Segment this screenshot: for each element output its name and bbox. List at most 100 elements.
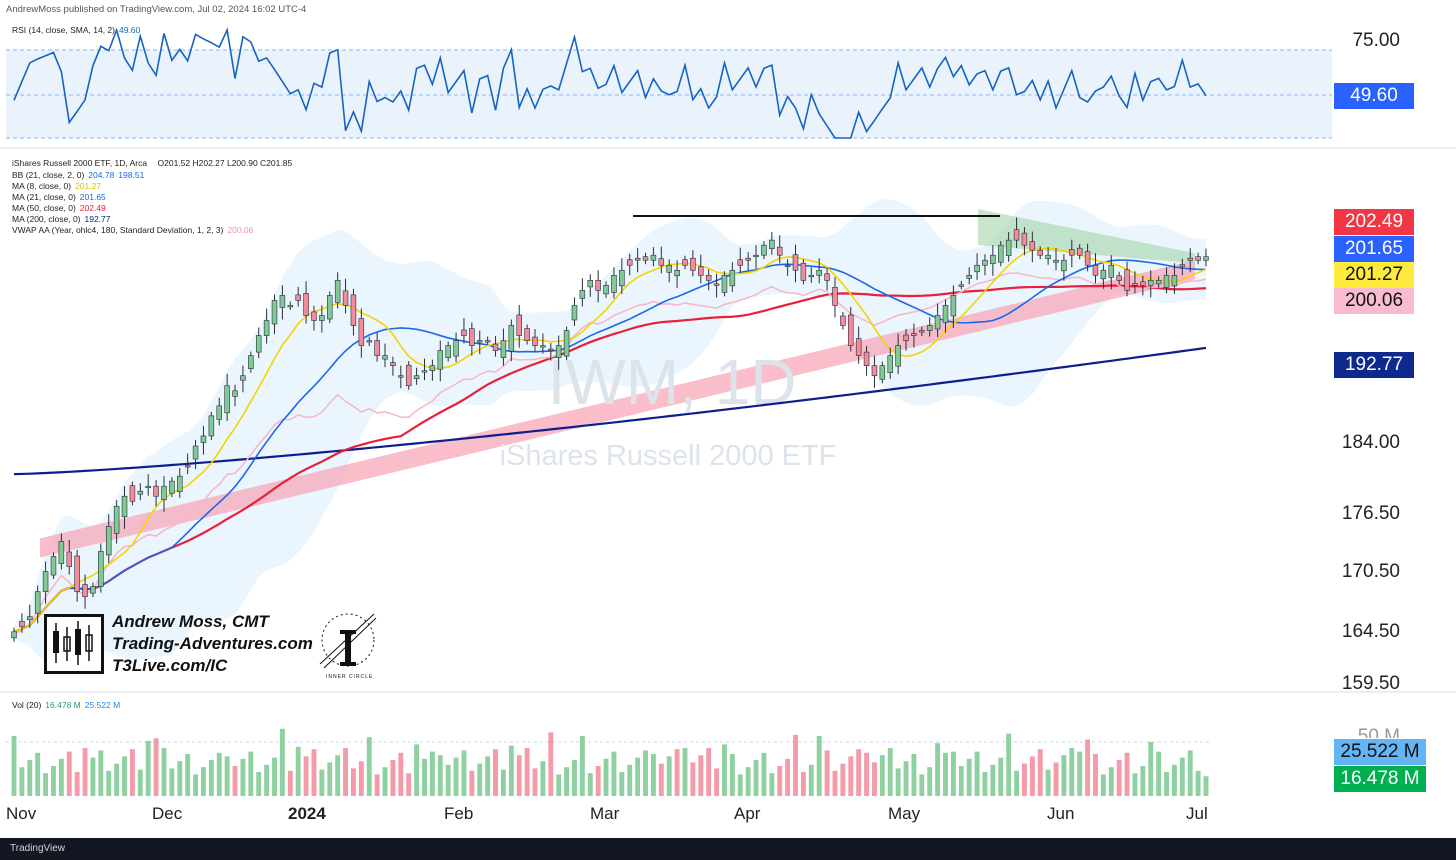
symbol-title: iShares Russell 2000 ETF, 1D, Arca: [12, 158, 148, 168]
volume-avg-value: 25.522 M: [84, 700, 121, 710]
watermark-name: iShares Russell 2000 ETF: [500, 440, 837, 472]
candle-body: [974, 264, 980, 273]
volume-bar: [793, 734, 798, 796]
volume-bar: [1132, 773, 1138, 796]
price-badge-ma8: 201.27: [1334, 262, 1414, 288]
candle-body: [263, 320, 270, 336]
ma8-value: 201.27: [75, 181, 102, 191]
candle-body: [911, 333, 917, 336]
candle-body: [1029, 241, 1036, 251]
vwap-value: 200.06: [227, 225, 254, 235]
price-badge-ma50: 202.49: [1334, 209, 1414, 235]
inner-circle-seal: INNER CIRCLE: [316, 606, 380, 682]
volume-bar: [382, 767, 388, 796]
candle-body: [11, 631, 17, 639]
volume-bar: [990, 764, 996, 796]
price-axis-184: 184.00: [1341, 432, 1400, 453]
x-label-jul: Jul: [1186, 804, 1208, 823]
volume-bar: [816, 736, 822, 796]
price-badge-ma200: 192.77: [1334, 352, 1414, 378]
volume-bar: [800, 772, 806, 796]
volume-bar: [114, 763, 120, 796]
candle-body: [769, 239, 775, 249]
volume-bar: [193, 774, 199, 796]
volume-bar: [477, 763, 483, 796]
volume-bar: [777, 766, 783, 796]
volume-bar: [453, 757, 459, 796]
candle-body: [548, 348, 554, 351]
volume-bar: [350, 768, 356, 796]
candle-body: [666, 264, 672, 273]
candle-body: [492, 343, 499, 351]
candle-body: [1069, 249, 1075, 256]
volume-avg-badge: 25.522 M: [1334, 739, 1426, 765]
ma8-line: [13, 247, 1207, 633]
candle-body: [311, 311, 317, 321]
volume-bar: [1014, 770, 1019, 796]
volume-bar: [572, 760, 577, 796]
candle-body: [445, 345, 451, 358]
x-label-may: May: [888, 804, 921, 823]
volume-bar: [1164, 772, 1169, 796]
volume-bar: [51, 766, 56, 796]
x-label-jun: Jun: [1047, 804, 1075, 823]
volume-bar: [303, 756, 309, 796]
candle-body: [453, 340, 459, 357]
volume-bar: [737, 774, 743, 796]
candle-body: [27, 616, 33, 621]
volume-bar: [848, 756, 854, 796]
price-badge-vwap: 200.06: [1334, 288, 1414, 314]
volume-bar: [232, 766, 238, 796]
price-axis-164: 164.50: [1341, 621, 1400, 642]
ma50-line: [13, 284, 1207, 633]
candle-body: [753, 254, 759, 258]
tradingview-logo-text: TradingView: [10, 843, 66, 854]
chart-canvas[interactable]: IWM, 1D iShares Russell 2000 ETF: [0, 0, 1456, 838]
candle-body: [382, 355, 388, 360]
candle-body: [903, 334, 909, 341]
volume-badge: 16.478 M: [1334, 766, 1426, 792]
ma21-label: MA (21, close, 0): [12, 192, 76, 202]
candle-body: [603, 285, 609, 295]
ohlc-values: O201.52 H202.27 L200.90 C201.85: [157, 158, 293, 168]
volume-bar: [856, 749, 862, 796]
candle-body: [532, 336, 538, 346]
volume-bar: [185, 754, 191, 796]
bb-legend: BB (21, close, 2, 0) 204.78 198.51: [12, 170, 144, 180]
volume-bar: [706, 748, 712, 796]
candle-body: [169, 480, 175, 494]
volume-bar: [872, 762, 877, 796]
price-axis-176: 176.50: [1341, 503, 1400, 524]
volume-bar: [98, 750, 104, 796]
candle-body: [1108, 264, 1115, 278]
candle-body: [484, 340, 491, 343]
volume-bar: [974, 751, 980, 796]
vwap-legend: VWAP AA (Year, ohlc4, 180, Standard Devi…: [12, 225, 253, 235]
volume-bar: [58, 758, 64, 796]
candle-body: [982, 259, 988, 266]
volume-bar: [611, 751, 617, 796]
volume-bar: [414, 744, 420, 796]
candle-body: [1053, 259, 1059, 263]
candle-body: [145, 485, 151, 488]
x-label-dec: Dec: [152, 804, 183, 823]
volume-bar: [666, 756, 672, 796]
volume-bar: [1140, 766, 1146, 796]
volume-bar: [761, 752, 767, 796]
candle-body: [34, 591, 41, 614]
candle-body: [690, 257, 696, 271]
candle-body: [919, 330, 925, 333]
vwap-label: VWAP AA (Year, ohlc4, 180, Standard Devi…: [12, 225, 224, 235]
volume-label: Vol (20): [12, 700, 42, 710]
ma21-line: [13, 259, 1207, 633]
volume-bar: [1085, 739, 1091, 796]
volume-bar: [256, 772, 262, 796]
volume-bar: [437, 755, 443, 796]
candle-body: [1155, 280, 1162, 285]
volume-bar: [161, 748, 167, 796]
candle-body: [540, 345, 546, 348]
candle-body: [705, 274, 712, 281]
candle-body: [674, 269, 680, 277]
volume-bar: [1045, 769, 1051, 796]
volume-bar: [66, 751, 72, 796]
